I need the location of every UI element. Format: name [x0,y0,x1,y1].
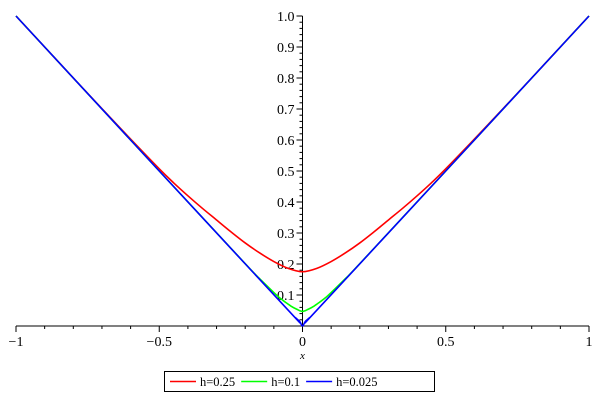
series-line-2 [15,15,590,327]
y-tick-label: 0.1 [277,289,295,304]
series-line-0 [15,15,590,273]
x-tick-label: 0.5 [437,335,455,350]
y-tick-label: 0.9 [277,41,295,56]
x-tick-label: −1 [9,335,24,350]
x-tick-label: −0.5 [147,335,172,350]
x-axis-label: x [299,350,305,362]
legend-label-1: h=0.1 [271,375,300,389]
legend-box [164,371,435,392]
y-tick-label: 0.6 [277,134,295,149]
x-tick-label: 1 [586,335,593,350]
curves [15,15,590,327]
y-tick-label: 0.3 [277,227,295,242]
y-tick-label: 0.4 [277,196,295,211]
legend-label-2: h=0.025 [336,375,377,389]
y-tick-label: 1.0 [277,10,295,25]
axes: −1 −0.5 0 0.5 1 0.1 0.2 0.3 0.4 0.5 0.6 0.7 0.8 0.9 1.… [9,10,593,362]
y-tick-label: 0.7 [277,103,295,118]
y-tick-label: 0.5 [277,165,295,180]
legend-label-0: h=0.25 [200,375,235,389]
y-tick-label: 0.8 [277,72,295,87]
y-tick-label: 0.2 [277,258,295,273]
legend: h=0.25 h=0.1 h=0.025 [164,371,435,392]
x-tick-label: 0 [299,335,306,350]
